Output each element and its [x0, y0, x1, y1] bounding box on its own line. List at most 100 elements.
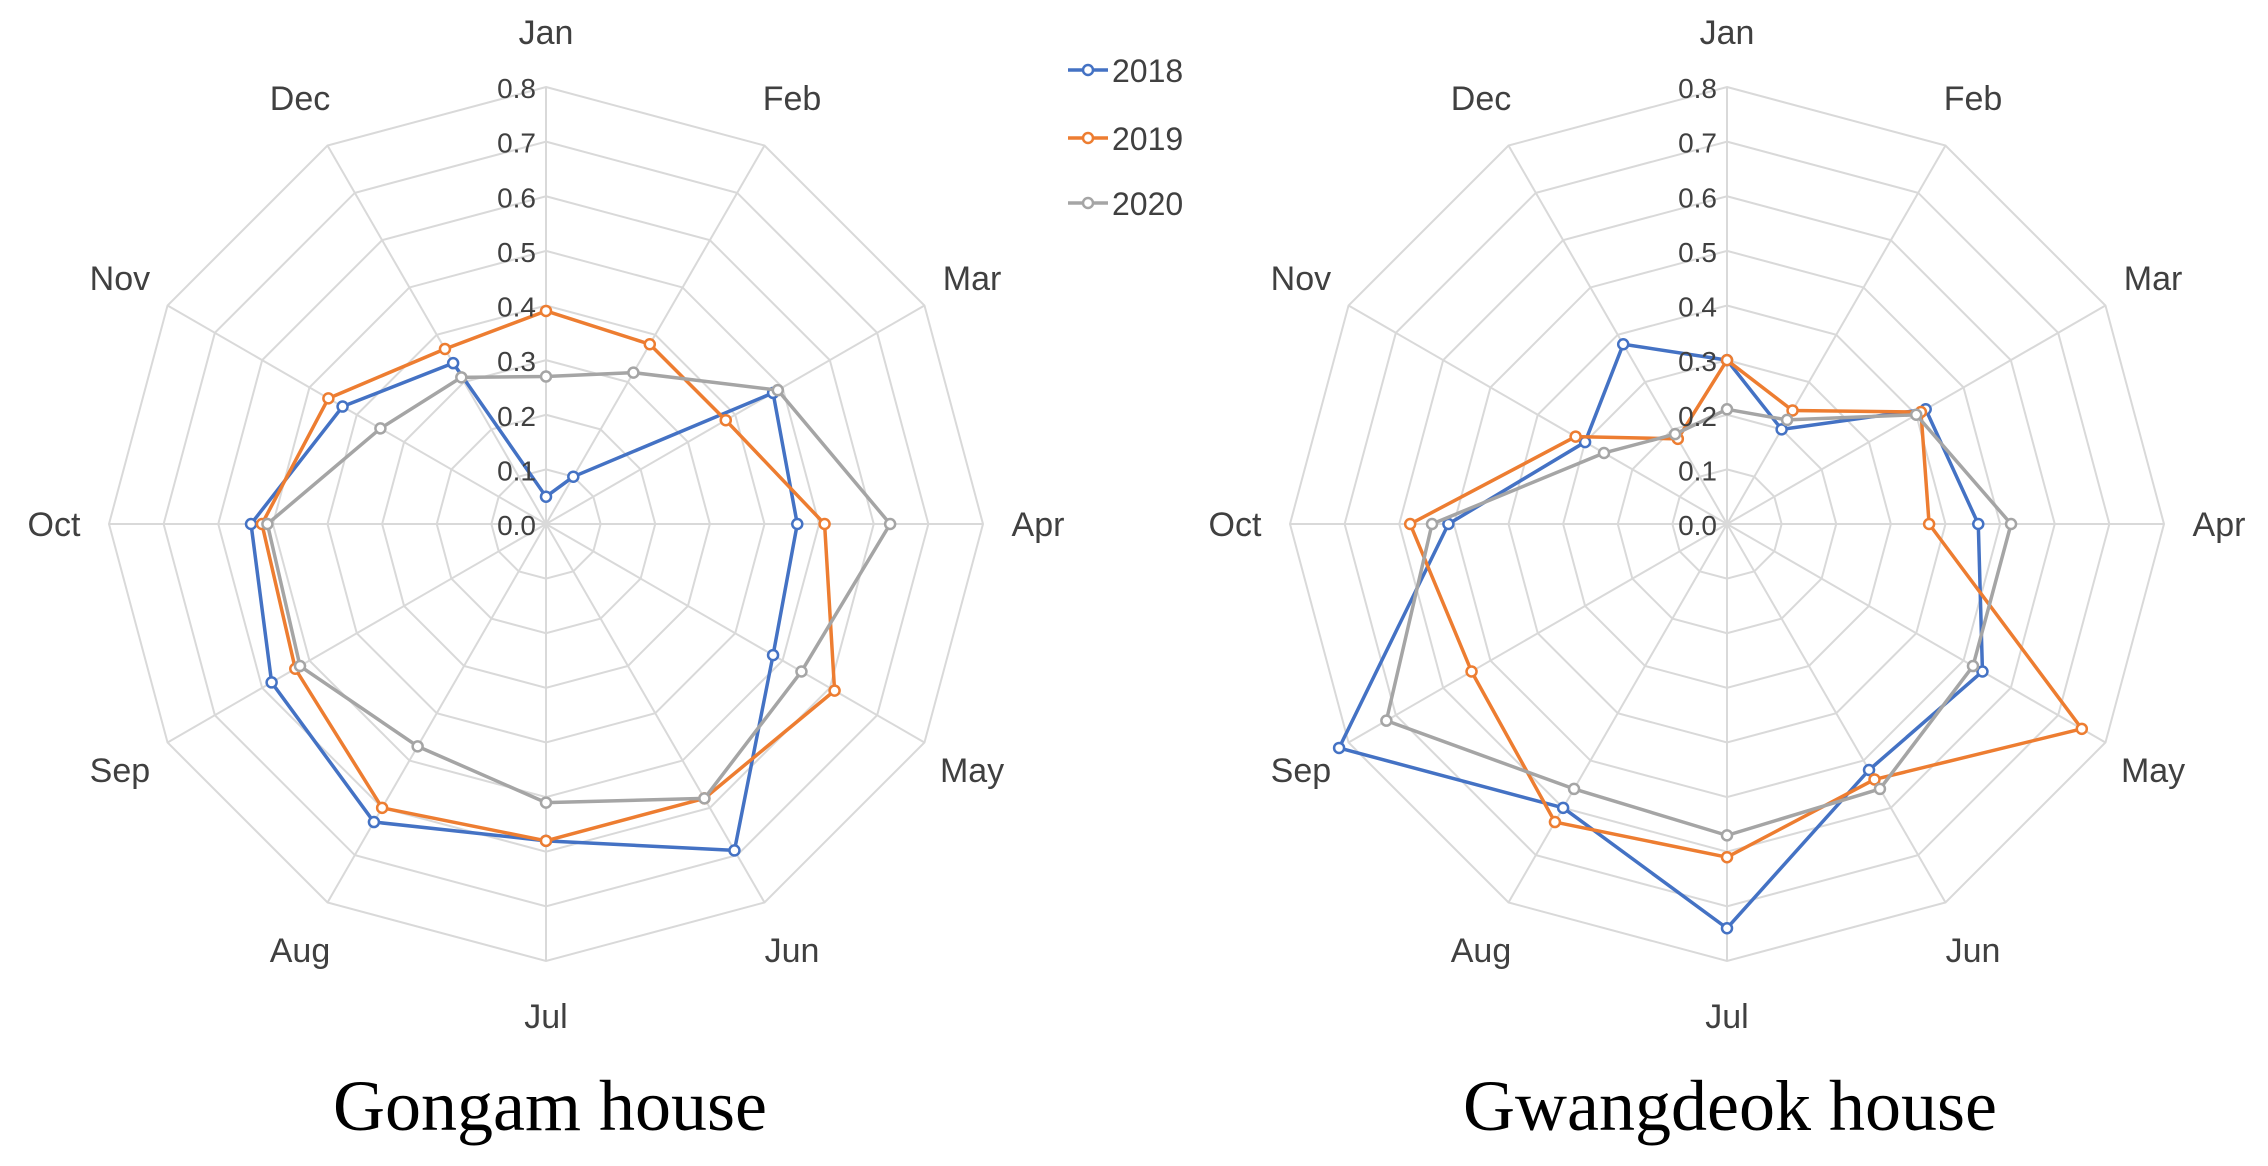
data-point-2020-nov	[1597, 446, 1611, 460]
data-point-2019-jul	[1720, 850, 1734, 864]
data-point-2020-apr	[2004, 517, 2018, 531]
radar-series	[1332, 337, 2089, 935]
spoke-jun	[1726, 523, 1947, 903]
legend: 2018 2019 2020	[1068, 53, 1183, 222]
data-point-2020-jun	[698, 792, 711, 805]
month-label-dec: Dec	[1451, 80, 1511, 118]
data-point-2018-jan	[539, 490, 553, 503]
data-point-2019-nov	[322, 392, 335, 405]
data-point-2019-apr	[818, 517, 831, 531]
legend-marker-2020	[1081, 196, 1095, 210]
month-label-sep: Sep	[90, 752, 151, 790]
spoke-dec	[1507, 145, 1728, 525]
data-point-2018-may	[1976, 665, 1989, 678]
tick-label: 0.3	[1678, 346, 1717, 377]
month-label-may: May	[2121, 752, 2185, 790]
data-point-2018-sep	[265, 676, 278, 689]
month-label-oct: Oct	[1209, 506, 1262, 544]
legend-item-2020: 2020	[1068, 186, 1183, 222]
data-point-2020-feb	[1780, 413, 1794, 427]
data-point-2020-nov	[374, 422, 387, 435]
data-point-2020-jan	[539, 370, 553, 383]
month-label-feb: Feb	[1944, 80, 2003, 118]
month-label-jan: Jan	[1700, 14, 1755, 52]
month-label-mar: Mar	[943, 260, 1002, 298]
month-label-nov: Nov	[1271, 260, 1331, 298]
tick-label: 0.7	[497, 128, 536, 159]
tick-label: 0.1	[497, 455, 536, 486]
data-point-2020-dec	[1668, 427, 1682, 441]
month-label-sep: Sep	[1271, 752, 1332, 790]
month-label-nov: Nov	[90, 260, 150, 298]
series-line-2018	[249, 361, 800, 853]
data-point-2018-aug	[367, 815, 381, 829]
data-point-2020-may	[1966, 659, 1980, 673]
chart-title-gwangdeok: Gwangdeok house	[1463, 1066, 1997, 1146]
chart-gwangdeok: 0.0 0.1 0.2 0.3 0.4 0.5 0.6 0.7 0.8 Jan Feb Mar Apr…	[1209, 14, 2246, 1146]
data-point-2018-feb	[567, 470, 580, 483]
data-point-2018-apr	[791, 517, 804, 531]
month-label-jun: Jun	[1946, 932, 2001, 970]
data-point-2020-jan	[1720, 403, 1734, 416]
data-point-2019-aug	[375, 801, 389, 815]
data-point-2019-feb	[643, 337, 657, 351]
tick-label: 0.8	[497, 73, 536, 104]
spoke-sep	[1348, 523, 1728, 744]
month-labels: Jan Feb Mar Apr May Jun Jul Aug Sep Oct Nov Dec	[1209, 14, 2246, 1036]
legend-marker-2018	[1081, 63, 1095, 77]
tick-label: 0.4	[497, 292, 536, 323]
tick-label: 0.0	[497, 510, 536, 541]
legend-marker-2019	[1081, 131, 1095, 145]
data-point-2020-apr	[883, 517, 897, 531]
data-point-2018-jul	[1720, 921, 1734, 935]
data-point-2020-sep	[293, 659, 307, 673]
data-point-2018-nov	[336, 400, 349, 413]
data-point-2020-feb	[627, 366, 640, 379]
data-point-2019-feb	[1786, 404, 1799, 417]
chart-title-gongam: Gongam house	[333, 1066, 767, 1146]
spoke-mar	[545, 304, 925, 525]
chart-gongam: 0.0 0.1 0.2 0.3 0.4 0.5 0.6 0.7 0.8 Jan Feb Mar Apr…	[28, 14, 1065, 1146]
legend-label-2019: 2019	[1112, 121, 1183, 157]
radial-tick-labels: 0.0 0.1 0.2 0.3 0.4 0.5 0.6 0.7 0.8	[497, 73, 536, 541]
tick-label: 0.2	[497, 401, 536, 432]
month-label-apr: Apr	[2193, 506, 2246, 544]
data-point-2020-jun	[1873, 782, 1887, 796]
month-label-oct: Oct	[28, 506, 81, 544]
data-point-2019-apr	[1922, 517, 1936, 531]
data-point-2020-jul	[1720, 829, 1734, 842]
data-point-2019-nov	[1569, 430, 1582, 443]
data-point-2020-aug	[411, 740, 424, 753]
tick-label: 0.8	[1678, 73, 1717, 104]
month-label-mar: Mar	[2124, 260, 2183, 298]
data-point-2020-oct	[261, 517, 274, 531]
month-labels: Jan Feb Mar Apr May Jun Jul Aug Sep Oct Nov Dec	[28, 14, 1065, 1036]
tick-label: 0.2	[1678, 401, 1717, 432]
month-label-apr: Apr	[1012, 506, 1065, 544]
data-point-2018-jun	[1862, 763, 1876, 777]
data-point-2019-jan	[539, 304, 553, 318]
tick-label: 0.3	[497, 346, 536, 377]
tick-label: 0.1	[1678, 455, 1717, 486]
legend-label-2020: 2020	[1112, 186, 1183, 222]
legend-label-2018: 2018	[1112, 53, 1183, 89]
radar-spokes	[1290, 87, 2164, 961]
data-point-2018-apr	[1972, 517, 1985, 531]
radar-spokes	[109, 87, 983, 961]
spoke-jun	[545, 523, 766, 903]
data-point-2019-jul	[539, 834, 553, 848]
data-point-2019-jun	[1868, 773, 1881, 786]
data-point-2019-jan	[1720, 353, 1734, 367]
tick-label: 0.5	[497, 237, 536, 268]
spoke-feb	[1726, 145, 1947, 525]
data-point-2018-feb	[1775, 423, 1788, 436]
data-point-2020-oct	[1425, 517, 1439, 531]
data-point-2020-mar	[771, 383, 785, 397]
data-point-2019-oct	[1403, 517, 1417, 531]
tick-label: 0.0	[1678, 510, 1717, 541]
data-point-2019-sep	[1465, 665, 1478, 678]
spoke-aug	[326, 523, 547, 903]
data-point-2020-mar	[1909, 408, 1923, 421]
data-point-2020-may	[795, 665, 808, 678]
